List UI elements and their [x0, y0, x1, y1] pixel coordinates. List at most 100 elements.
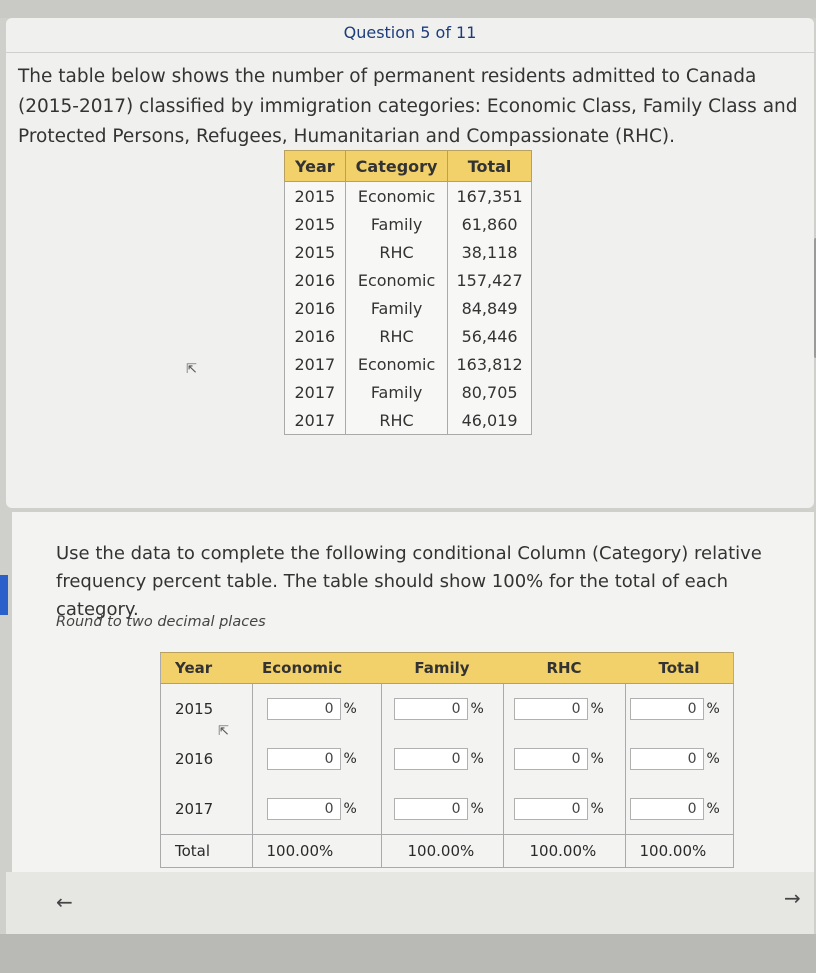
table-row: 2017 Economic 163,812 — [284, 350, 532, 378]
table-row: 2017 RHC 46,019 — [284, 406, 532, 435]
intro-text: The table below shows the number of perm… — [18, 66, 798, 147]
arrow-right-icon[interactable]: → — [784, 886, 801, 910]
row-year: 2015 — [160, 683, 252, 734]
cell-total: 84,849 — [447, 294, 532, 322]
cell-year: 2016 — [284, 294, 346, 322]
rhc-cell: 0% — [502, 683, 625, 734]
percent-sign: % — [343, 751, 357, 767]
column-header-year: Year — [284, 150, 346, 182]
question-progress: Question 5 of 11 — [343, 23, 477, 42]
family-percent-input[interactable]: 0 — [393, 798, 468, 820]
cell-year: 2015 — [284, 210, 346, 238]
table-row: 2016 RHC 56,446 — [284, 322, 532, 350]
percent-sign: % — [706, 751, 720, 767]
percent-sign: % — [590, 751, 604, 767]
cell-total: 38,118 — [447, 238, 532, 266]
percent-sign: % — [343, 701, 357, 717]
column-header-total: Total — [447, 150, 532, 182]
column-header-rhc: RHC — [503, 652, 625, 684]
total-percent-input[interactable]: 0 — [629, 748, 704, 770]
table-row: 2016 Economic 157,427 — [284, 266, 532, 294]
cell-year: 2016 — [284, 266, 346, 294]
economic-percent-input[interactable]: 0 — [266, 798, 341, 820]
cell-total: 80,705 — [447, 378, 532, 406]
table-row: 2016 0% 0% 0% 0% — [160, 734, 734, 784]
cell-total: 157,427 — [447, 266, 532, 294]
economic-cell: 0% — [251, 683, 381, 734]
rhc-percent-input[interactable]: 0 — [513, 748, 588, 770]
mouse-cursor-icon: ⇱ — [218, 724, 229, 739]
total-total: 100.00% — [624, 834, 734, 868]
column-header-economic: Economic — [252, 652, 381, 684]
cell-total: 61,860 — [447, 210, 532, 238]
arrow-left-icon[interactable]: ← — [56, 890, 73, 914]
cell-total: 46,019 — [447, 406, 532, 435]
total-row-label: Total — [160, 834, 252, 868]
cell-total: 167,351 — [447, 181, 532, 210]
family-percent-input[interactable]: 0 — [393, 748, 468, 770]
column-header-family: Family — [381, 652, 503, 684]
rounding-note: Round to two decimal places — [56, 614, 266, 630]
percent-sign: % — [706, 701, 720, 717]
top-band — [0, 0, 816, 18]
family-cell: 0% — [380, 683, 503, 734]
mouse-cursor-icon: ⇱ — [186, 362, 197, 377]
rhc-percent-input[interactable]: 0 — [513, 698, 588, 720]
family-total: 100.00% — [380, 834, 503, 868]
rhc-total: 100.00% — [502, 834, 625, 868]
total-row: Total 100.00% 100.00% 100.00% 100.00% — [160, 834, 734, 868]
cell-year: 2017 — [284, 406, 346, 435]
total-percent-input[interactable]: 0 — [629, 698, 704, 720]
percent-sign: % — [470, 751, 484, 767]
total-cell: 0% — [624, 683, 734, 734]
total-percent-input[interactable]: 0 — [629, 798, 704, 820]
cell-category: RHC — [345, 322, 449, 350]
percent-sign: % — [343, 801, 357, 817]
cell-category: Economic — [345, 181, 449, 210]
relative-frequency-table: Year Economic Family RHC Total 2015 0% 0… — [160, 652, 734, 868]
percent-sign: % — [590, 801, 604, 817]
cell-total: 56,446 — [447, 322, 532, 350]
economic-cell: 0% — [251, 784, 381, 835]
economic-cell: 0% — [251, 734, 381, 784]
cell-category: RHC — [345, 238, 449, 266]
family-percent-input[interactable]: 0 — [393, 698, 468, 720]
table-row: 2015 Family 61,860 — [284, 210, 532, 238]
instruction-text: Use the data to complete the following c… — [56, 543, 762, 620]
cell-category: Family — [345, 210, 449, 238]
cell-category: Family — [345, 378, 449, 406]
percent-sign: % — [590, 701, 604, 717]
footer — [0, 934, 816, 973]
row-year: 2016 — [160, 734, 252, 784]
table-row: 2015 RHC 38,118 — [284, 238, 532, 266]
rhc-percent-input[interactable]: 0 — [513, 798, 588, 820]
economic-percent-input[interactable]: 0 — [266, 698, 341, 720]
rhc-cell: 0% — [502, 784, 625, 835]
divider — [6, 52, 814, 53]
rhc-cell: 0% — [502, 734, 625, 784]
table-row: 2017 Family 80,705 — [284, 378, 532, 406]
family-cell: 0% — [380, 784, 503, 835]
economic-total: 100.00% — [251, 834, 381, 868]
total-cell: 0% — [624, 734, 734, 784]
cell-year: 2015 — [284, 238, 346, 266]
cell-year: 2017 — [284, 378, 346, 406]
economic-percent-input[interactable]: 0 — [266, 748, 341, 770]
cell-year: 2016 — [284, 322, 346, 350]
table-row: 2017 0% 0% 0% 0% — [160, 784, 734, 835]
column-header-category: Category — [344, 150, 449, 182]
data-table: Year Category Total 2015 Economic 167,35… — [284, 150, 532, 435]
column-header-total: Total — [625, 652, 734, 684]
table-row: 2015 0% 0% 0% 0% — [160, 683, 734, 734]
cell-category: Family — [345, 294, 449, 322]
total-cell: 0% — [624, 784, 734, 835]
scrollbar-thumb[interactable] — [814, 238, 816, 358]
table-row: 2015 Economic 167,351 — [284, 181, 532, 210]
column-header-year: Year — [160, 652, 252, 684]
percent-sign: % — [470, 701, 484, 717]
focus-indicator — [0, 575, 8, 615]
cell-category: Economic — [345, 350, 449, 378]
cell-year: 2015 — [284, 181, 346, 210]
navigation-bar: ← → — [6, 872, 814, 934]
family-cell: 0% — [380, 734, 503, 784]
